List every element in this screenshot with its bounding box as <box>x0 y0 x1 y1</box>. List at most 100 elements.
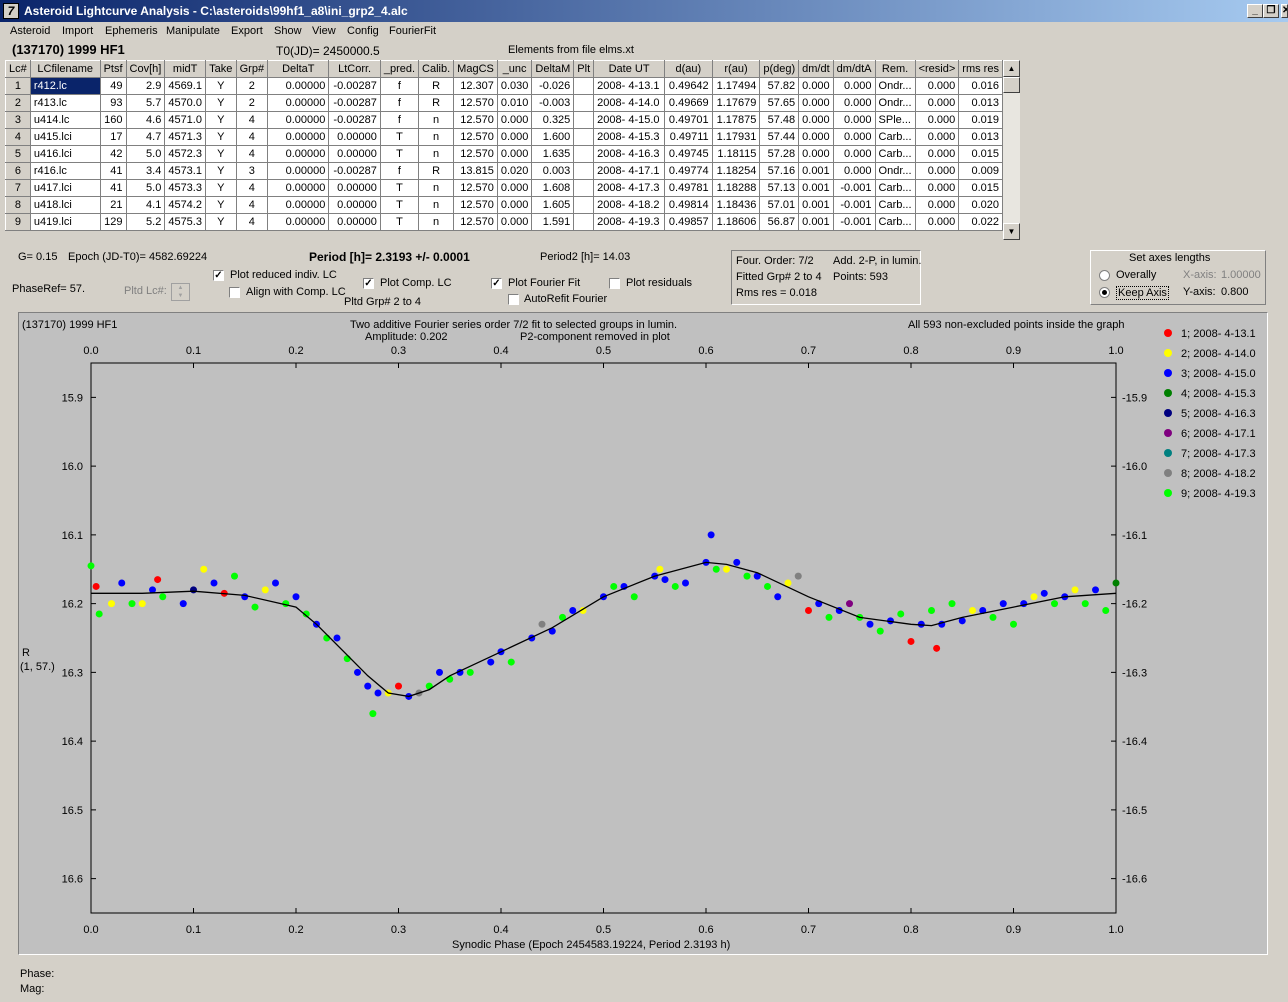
table-cell[interactable]: 0.49711 <box>664 128 713 146</box>
table-cell[interactable]: 57.01 <box>759 196 800 214</box>
plot-comp-checkbox[interactable]: ✓ <box>363 278 374 289</box>
row-header[interactable]: 4 <box>5 128 31 146</box>
table-cell[interactable]: T <box>379 179 420 197</box>
table-cell[interactable]: -0.003 <box>531 94 575 112</box>
table-cell[interactable]: 12.570 <box>453 111 498 129</box>
table-cell[interactable]: 0.022 <box>958 213 1003 231</box>
table-cell[interactable]: 4569.1 <box>164 77 206 95</box>
overally-radio[interactable] <box>1099 270 1110 281</box>
table-cell[interactable]: 0.019 <box>958 111 1003 129</box>
table-cell[interactable]: 0.00000 <box>267 213 330 231</box>
table-cell[interactable]: 5.0 <box>125 179 166 197</box>
table-cell[interactable]: 0.001 <box>798 213 834 231</box>
table-cell[interactable]: 0.00000 <box>328 179 381 197</box>
table-cell[interactable]: 1.18115 <box>711 145 761 163</box>
table-cell[interactable] <box>573 128 595 146</box>
table-cell[interactable]: Y <box>204 77 237 95</box>
table-cell[interactable]: 0.000 <box>798 128 834 146</box>
table-cell[interactable]: 0.00000 <box>328 145 381 163</box>
table-cell[interactable]: Y <box>204 94 237 112</box>
table-cell[interactable]: 12.570 <box>453 213 498 231</box>
table-cell[interactable]: Y <box>204 128 237 146</box>
table-cell[interactable]: -0.00287 <box>328 111 381 129</box>
table-cell[interactable]: 2008- 4-18.2 <box>593 196 665 214</box>
table-cell[interactable]: 0.013 <box>958 94 1003 112</box>
table-cell[interactable]: 0.00000 <box>267 77 330 95</box>
table-cell[interactable]: 57.44 <box>759 128 800 146</box>
table-cell[interactable]: 1.18436 <box>711 196 761 214</box>
table-cell[interactable]: 0.000 <box>798 94 834 112</box>
table-cell[interactable]: 4 <box>235 196 269 214</box>
column-header[interactable]: <resid> <box>914 60 960 78</box>
row-header[interactable]: 7 <box>5 179 31 197</box>
table-cell[interactable]: 0.000 <box>496 128 533 146</box>
table-cell[interactable]: 57.48 <box>759 111 800 129</box>
table-cell[interactable]: 0.020 <box>496 162 533 180</box>
column-header[interactable]: MagCS <box>453 60 498 78</box>
table-cell[interactable]: 12.570 <box>453 196 498 214</box>
table-cell[interactable]: 12.307 <box>453 77 498 95</box>
table-cell[interactable]: -0.001 <box>832 196 876 214</box>
table-cell[interactable]: 4573.3 <box>164 179 206 197</box>
table-cell[interactable]: 4572.3 <box>164 145 206 163</box>
table-cell[interactable]: 12.570 <box>453 179 498 197</box>
table-cell[interactable]: 1.608 <box>531 179 575 197</box>
table-cell[interactable]: R <box>418 94 455 112</box>
menu-import[interactable]: Import <box>62 25 94 37</box>
table-cell[interactable]: 0.00000 <box>267 145 330 163</box>
column-header[interactable]: LtCorr. <box>328 60 381 78</box>
table-cell[interactable]: 129 <box>99 213 127 231</box>
table-cell[interactable]: 0.49745 <box>664 145 713 163</box>
table-cell[interactable]: 0.000 <box>914 77 960 95</box>
table-cell[interactable]: n <box>418 111 455 129</box>
row-header[interactable]: 3 <box>5 111 31 129</box>
column-header[interactable]: Calib. <box>418 60 455 78</box>
table-cell[interactable]: 4 <box>235 213 269 231</box>
menu-asteroid[interactable]: Asteroid <box>10 25 51 37</box>
scroll-thumb[interactable] <box>1003 77 1020 93</box>
table-cell[interactable]: Y <box>204 162 237 180</box>
table-cell[interactable]: Carb... <box>874 213 916 231</box>
table-cell[interactable]: f <box>379 77 420 95</box>
table-cell[interactable]: Carb... <box>874 128 916 146</box>
table-cell[interactable]: 0.000 <box>496 179 533 197</box>
column-header[interactable]: DeltaT <box>267 60 330 78</box>
plot-residuals-checkbox[interactable] <box>609 278 620 289</box>
table-cell[interactable]: 4571.0 <box>164 111 206 129</box>
table-cell[interactable]: 42 <box>99 145 127 163</box>
table-cell[interactable]: 0.49781 <box>664 179 713 197</box>
plot-panel[interactable] <box>18 312 1268 955</box>
table-cell[interactable]: 41 <box>99 179 127 197</box>
table-cell[interactable] <box>573 94 595 112</box>
table-cell[interactable]: 0.000 <box>496 145 533 163</box>
table-cell[interactable] <box>573 213 595 231</box>
table-row[interactable]: 6 r416.lc 41 3.4 4573.1 Y 3 0.00000 -0.00287 f R 13… <box>5 162 1003 180</box>
menu-ephemeris[interactable]: Ephemeris <box>105 25 158 37</box>
table-cell[interactable]: 0.000 <box>914 213 960 231</box>
table-cell[interactable]: 0.00000 <box>267 111 330 129</box>
table-cell[interactable]: n <box>418 213 455 231</box>
table-cell[interactable]: 4571.3 <box>164 128 206 146</box>
table-cell[interactable]: 13.815 <box>453 162 498 180</box>
table-cell[interactable]: 0.020 <box>958 196 1003 214</box>
table-cell[interactable]: 2008- 4-17.1 <box>593 162 665 180</box>
table-cell[interactable]: -0.026 <box>531 77 575 95</box>
table-cell[interactable]: -0.00287 <box>328 162 381 180</box>
table-cell[interactable]: T <box>379 128 420 146</box>
table-cell[interactable]: 1.18288 <box>711 179 761 197</box>
table-cell[interactable]: 57.16 <box>759 162 800 180</box>
column-header[interactable]: Take <box>204 60 237 78</box>
menu-config[interactable]: Config <box>347 25 379 37</box>
table-cell[interactable]: 4573.1 <box>164 162 206 180</box>
autorefit-checkbox[interactable] <box>508 294 519 305</box>
table-cell[interactable]: 12.570 <box>453 145 498 163</box>
table-cell[interactable]: 0.000 <box>832 162 876 180</box>
table-cell[interactable]: n <box>418 179 455 197</box>
table-cell[interactable]: 1.18606 <box>711 213 761 231</box>
table-cell[interactable]: T <box>379 196 420 214</box>
table-cell[interactable]: 2008- 4-15.3 <box>593 128 665 146</box>
table-cell[interactable]: 0.000 <box>914 162 960 180</box>
table-cell[interactable]: 12.570 <box>453 128 498 146</box>
